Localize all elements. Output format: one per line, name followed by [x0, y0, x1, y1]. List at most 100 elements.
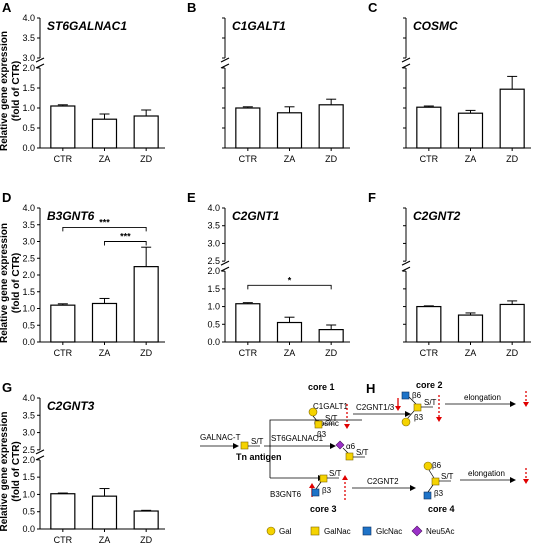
- chart-panel-b: B C1GALT1 CTR ZA ZD: [187, 0, 350, 164]
- gal-symbol: [401, 417, 411, 427]
- red-arrowhead: [523, 479, 529, 484]
- cosmc-label: Cosmc: [314, 419, 339, 428]
- axis-break-mark: [220, 266, 230, 272]
- y-tick-label: 0.0: [207, 337, 220, 347]
- axis-break-mark: [35, 57, 45, 63]
- axis-break-mark: [220, 260, 230, 266]
- y-tick-label: 1.5: [207, 284, 220, 294]
- y-tick-label: 0.5: [22, 320, 35, 330]
- axis-break-mark: [35, 63, 45, 69]
- significance-label: *: [288, 275, 292, 285]
- axis-break-mark: [401, 260, 411, 266]
- bar: [276, 112, 303, 149]
- y-tick-label: 0.5: [207, 319, 220, 329]
- chart-title: ST6GALNAC1: [47, 19, 127, 33]
- bar: [91, 118, 118, 149]
- significance-bracket: [62, 226, 147, 232]
- galnac-symbol: [240, 441, 249, 450]
- axis-break-mark: [401, 63, 411, 69]
- chart-title: C2GNT2: [413, 209, 461, 223]
- chart-title: C2GNT3: [47, 399, 95, 413]
- beta3-label: β3: [414, 413, 424, 422]
- chart-panel-d: 0.0 0.5 1.0 1.5 2.0 2.5 3.0 3.5 4.0 D B3GNT6 Relati…: [0, 190, 165, 358]
- panel-label: F: [368, 190, 376, 205]
- y-tick-label: 1.5: [22, 287, 35, 297]
- y-tick-label: 3.0: [22, 428, 35, 438]
- significance-label: ***: [99, 217, 110, 227]
- panel-label: D: [2, 190, 11, 205]
- tn-antigen-label: Tn antigen: [236, 452, 282, 462]
- y-tick-label: 3.0: [207, 238, 220, 248]
- b3gnt6-label: B3GNT6: [270, 490, 302, 499]
- elongation-label: elongation: [464, 393, 501, 402]
- bar: [416, 305, 442, 343]
- x-tick-label: ZD: [325, 348, 337, 358]
- chart-title: C2GNT1: [232, 209, 280, 223]
- bar: [276, 321, 303, 343]
- y-axis-label: Relative gene expression: [0, 223, 10, 343]
- chart-panel-g: 0.0 0.5 1.0 1.5 2.02.5 3.0 3.5 4.0 G C2GNT3 Relati…: [0, 380, 165, 545]
- link: [428, 469, 435, 479]
- beta6-label: β6: [412, 391, 422, 400]
- bar: [457, 112, 484, 149]
- arrowhead: [510, 477, 516, 483]
- core3-label: core 3: [310, 504, 337, 514]
- c1galt1-label: C1GALT1: [313, 402, 349, 411]
- red-arrowhead: [436, 417, 442, 422]
- gal-symbol: [308, 407, 318, 417]
- chart-panel-f: F C2GNT2 CTR ZA ZD: [368, 190, 531, 358]
- chart-title: COSMC: [413, 19, 458, 33]
- y-tick-label: 0.0: [22, 524, 35, 534]
- c2gnt13-label: C2GNT1/3: [356, 403, 395, 412]
- neu5ac-legend-symbol: [411, 525, 423, 537]
- y-tick-label: 4.0: [22, 393, 35, 403]
- axis-break-mark: [35, 455, 45, 461]
- galnact-label: GALNAC-T: [200, 433, 241, 442]
- x-tick-label: CTR: [420, 154, 439, 164]
- bar: [133, 266, 159, 343]
- bar: [235, 107, 261, 149]
- elongation-label: elongation: [468, 469, 505, 478]
- x-tick-label: ZA: [99, 348, 111, 358]
- panel-label: H: [366, 381, 375, 396]
- x-tick-label: ZD: [140, 535, 152, 545]
- axis-break-mark: [220, 63, 230, 69]
- chart-title: B3GNT6: [47, 209, 95, 223]
- arrowhead: [405, 411, 411, 417]
- alpha6-label: α6: [346, 442, 356, 451]
- core1-label: core 1: [308, 382, 335, 392]
- arrowhead: [233, 443, 239, 449]
- arrowhead: [510, 401, 516, 407]
- y-tick-label: 1.0: [22, 304, 35, 314]
- beta3-label: β3: [322, 486, 332, 495]
- x-tick-label: ZA: [284, 348, 296, 358]
- axis-break-mark: [401, 57, 411, 63]
- c2gnt2-label: C2GNT2: [367, 477, 399, 486]
- y-tick-label: 2.5: [22, 445, 35, 455]
- axis-break-mark: [220, 57, 230, 63]
- link: [427, 484, 434, 493]
- beta6-label: β6: [432, 461, 442, 470]
- st-label: S/T: [356, 448, 369, 457]
- x-tick-label: CTR: [239, 348, 258, 358]
- link: [408, 396, 417, 405]
- y-tick-label: 0.5: [22, 123, 35, 133]
- y-tick-label: 3.5: [22, 33, 35, 43]
- y-axis-label: (fold of CTR): [11, 253, 22, 314]
- y-tick-label: 3.5: [22, 220, 35, 230]
- x-tick-label: ZA: [284, 154, 296, 164]
- x-tick-label: CTR: [54, 535, 73, 545]
- y-tick-label: 0.0: [22, 143, 35, 153]
- bar: [318, 329, 344, 343]
- y-axis-label: Relative gene expression: [0, 411, 10, 531]
- x-tick-label: ZA: [99, 154, 111, 164]
- y-tick-label: 0.0: [22, 337, 35, 347]
- x-tick-label: ZD: [140, 348, 152, 358]
- bar: [91, 495, 118, 530]
- galnac-symbol: [431, 477, 440, 486]
- y-tick-label: 3.5: [22, 410, 35, 420]
- gal-legend-symbol: [266, 526, 276, 536]
- y-tick-label: 1.0: [22, 103, 35, 113]
- gal-symbol: [423, 461, 433, 471]
